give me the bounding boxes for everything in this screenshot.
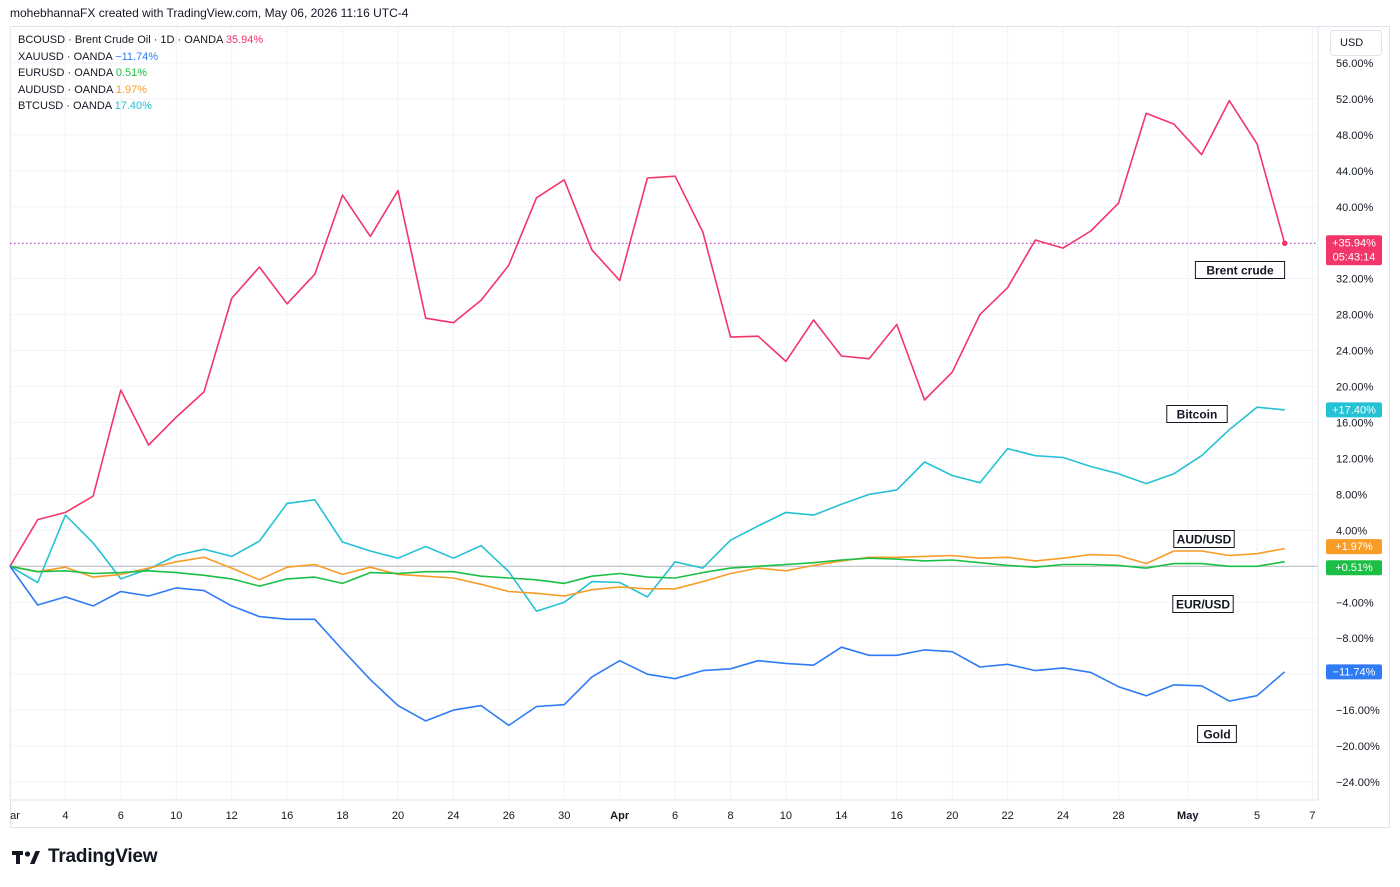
- end-label-bitcoin: +17.40%: [1326, 402, 1382, 418]
- legend-item-btcusd[interactable]: BTCUSD · OANDA 17.40%: [18, 98, 263, 115]
- series-annotations: Brent crude Bitcoin AUD/USD EUR/USD Gold: [1166, 261, 1286, 743]
- y-tick-label: −20.00%: [1336, 741, 1380, 753]
- y-tick-label: 8.00%: [1336, 489, 1367, 501]
- y-tick-label: 4.00%: [1336, 525, 1367, 537]
- legend-value: 0.51%: [115, 67, 148, 79]
- y-tick-label: 28.00%: [1336, 310, 1374, 322]
- x-tick-label: 28: [1112, 810, 1124, 822]
- x-tick-label: 14: [835, 810, 847, 822]
- svg-text:+17.40%: +17.40%: [1332, 404, 1376, 416]
- x-tick-label: May: [1177, 810, 1199, 822]
- y-tick-label: −24.00%: [1336, 777, 1380, 789]
- annotation-bitcoin[interactable]: Bitcoin: [1166, 405, 1228, 423]
- x-tick-label: 10: [780, 810, 792, 822]
- x-tick-label: 5: [1254, 810, 1260, 822]
- y-tick-label: 40.00%: [1336, 202, 1374, 214]
- series-line-brent-crude[interactable]: [9, 99, 1286, 567]
- legend-value: 17.40%: [114, 100, 152, 112]
- x-tick-label: 4: [62, 810, 68, 822]
- annotation-aud-usd[interactable]: AUD/USD: [1173, 530, 1235, 548]
- annotation-gold[interactable]: Gold: [1197, 725, 1237, 743]
- legend-value: 35.94%: [225, 34, 264, 46]
- x-tick-label: 6: [672, 810, 678, 822]
- x-tick-label: 7: [1309, 810, 1315, 822]
- grid-lines: [9, 27, 1318, 800]
- y-tick-label: 44.00%: [1336, 166, 1374, 178]
- y-tick-label: 16.00%: [1336, 417, 1374, 429]
- annotation-brent-crude[interactable]: Brent crude: [1194, 261, 1286, 279]
- x-tick-label: 12: [226, 810, 238, 822]
- x-tick-label: 30: [558, 810, 570, 822]
- legend-symbol: EURUSD · OANDA: [18, 67, 113, 79]
- svg-text:+1.97%: +1.97%: [1335, 541, 1373, 553]
- bar-countdown: 05:43:14: [1333, 251, 1376, 263]
- currency-button[interactable]: USD: [1330, 30, 1382, 56]
- x-tick-label: 24: [1057, 810, 1069, 822]
- series-line-bitcoin[interactable]: [9, 406, 1285, 613]
- y-tick-label: 24.00%: [1336, 346, 1374, 358]
- x-tick-label: 10: [170, 810, 182, 822]
- y-tick-label: 20.00%: [1336, 382, 1374, 394]
- tradingview-logo-icon: [12, 850, 40, 864]
- series-lines: [9, 99, 1288, 727]
- svg-text:Brent crude: Brent crude: [1206, 264, 1274, 278]
- annotation-eur-usd[interactable]: EUR/USD: [1172, 595, 1234, 613]
- series-line-aud-usd[interactable]: [9, 547, 1285, 597]
- y-tick-label: 52.00%: [1336, 94, 1374, 106]
- x-tick-label: 16: [281, 810, 293, 822]
- tradingview-logo: TradingView: [12, 846, 158, 868]
- tradingview-logo-text: TradingView: [48, 846, 158, 867]
- x-tick-label: 18: [336, 810, 348, 822]
- legend-symbol: AUDUSD · OANDA: [18, 83, 113, 96]
- legend-symbol: BCOUSD · Brent Crude Oil · 1D · OANDA: [18, 34, 223, 46]
- end-label-aud-usd: +1.97%: [1326, 539, 1382, 555]
- svg-text:Bitcoin: Bitcoin: [1177, 408, 1218, 422]
- legend-value: −11.74%: [115, 50, 159, 63]
- time-axis[interactable]: ar 4 6 10 12 16 18 20 24 26 30 Apr 6 8 10 14 16 20 22 24 28 M…: [10, 799, 1318, 822]
- series-end-labels: +35.94% 05:43:14 +17.40% +1.97% +0.51% −11.74…: [1326, 235, 1382, 680]
- x-tick-label: 22: [1002, 810, 1014, 822]
- svg-text:AUD/USD: AUD/USD: [1177, 533, 1232, 547]
- x-tick-label: Apr: [610, 810, 630, 822]
- end-label-brent-crude: +35.94% 05:43:14: [1326, 235, 1382, 266]
- chart-attribution: mohebhannaFX created with TradingView.co…: [10, 6, 409, 20]
- x-tick-label: 8: [727, 810, 733, 822]
- x-tick-label: 24: [447, 810, 459, 822]
- x-tick-label: 6: [118, 810, 124, 822]
- legend-item-brent[interactable]: BCOUSD · Brent Crude Oil · 1D · OANDA 35…: [18, 32, 263, 49]
- legend-item-audusd[interactable]: AUDUSD · OANDA 1.97%: [18, 82, 263, 99]
- svg-text:−11.74%: −11.74%: [1333, 666, 1376, 678]
- last-price-dot: [1281, 240, 1288, 247]
- legend-symbol: BTCUSD · OANDA: [18, 100, 112, 112]
- y-tick-label: −4.00%: [1336, 597, 1374, 609]
- legend-symbol: XAUUSD · OANDA: [18, 50, 113, 63]
- x-tick-label: 20: [392, 810, 404, 822]
- svg-text:+35.94%: +35.94%: [1332, 237, 1376, 249]
- x-tick-label: 20: [946, 810, 958, 822]
- series-line-gold[interactable]: [9, 565, 1286, 727]
- x-tick-label: 16: [891, 810, 903, 822]
- y-tick-label: 56.00%: [1336, 58, 1374, 70]
- end-label-eur-usd: +0.51%: [1326, 560, 1382, 576]
- x-tick-label: 26: [503, 810, 515, 822]
- y-tick-label: −16.00%: [1336, 705, 1380, 717]
- y-tick-label: 32.00%: [1336, 274, 1374, 286]
- legend-value: 1.97%: [115, 83, 148, 96]
- legend-item-gold[interactable]: XAUUSD · OANDA −11.74%: [18, 49, 263, 66]
- legend-item-eurusd[interactable]: EURUSD · OANDA 0.51%: [18, 65, 263, 82]
- svg-text:+0.51%: +0.51%: [1335, 562, 1373, 574]
- series-line-eur-usd[interactable]: [9, 557, 1285, 587]
- end-label-gold: −11.74%: [1326, 664, 1382, 680]
- price-axis[interactable]: 56.00% 52.00% 48.00% 44.00% 40.00% 32.00% 28.0…: [1317, 27, 1380, 800]
- svg-text:Gold: Gold: [1203, 728, 1230, 742]
- y-tick-label: 12.00%: [1336, 453, 1374, 465]
- y-tick-label: 48.00%: [1336, 130, 1374, 142]
- svg-text:EUR/USD: EUR/USD: [1176, 598, 1230, 612]
- legend: BCOUSD · Brent Crude Oil · 1D · OANDA 35…: [18, 32, 263, 115]
- y-tick-label: −8.00%: [1336, 633, 1374, 645]
- x-tick-label: ar: [10, 810, 20, 822]
